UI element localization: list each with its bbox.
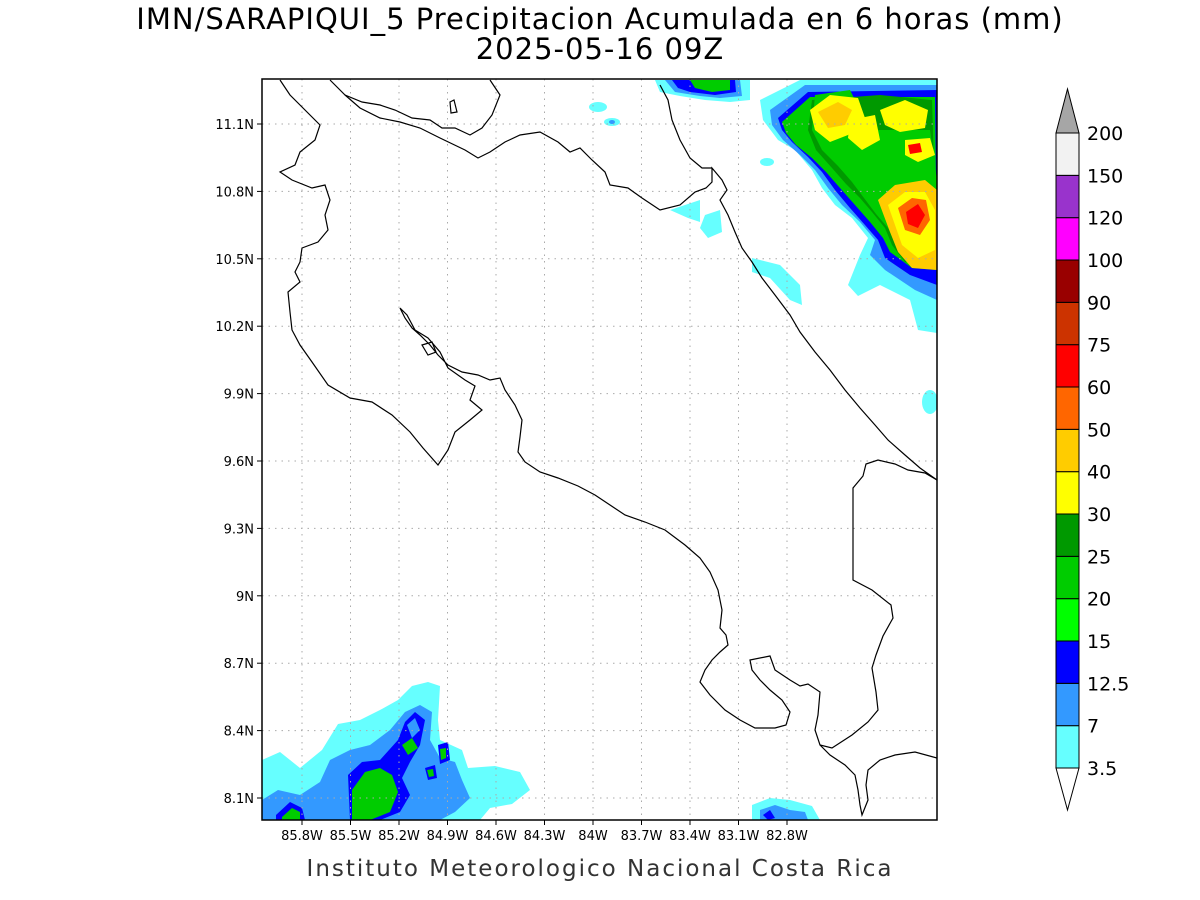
colorbar-under-arrow xyxy=(1055,767,1080,812)
colorbar-level-label: 3.5 xyxy=(1087,758,1117,780)
coastline-and-borders xyxy=(278,79,937,818)
nicaragua-border xyxy=(344,94,937,481)
lon-tick-label: 85.5W xyxy=(330,829,372,844)
colorbar-swatch xyxy=(1055,598,1080,642)
footer-credit: Instituto Meteorologico Nacional Costa R… xyxy=(306,856,894,882)
lat-tick-label: 10.8N xyxy=(215,185,254,200)
colorbar-level-label: 20 xyxy=(1087,589,1111,611)
colorbar-swatch xyxy=(1055,428,1080,473)
lat-tick-label: 9.9N xyxy=(224,388,254,403)
colorbar-swatch xyxy=(1055,344,1080,388)
lat-tick-label: 9.6N xyxy=(224,455,254,470)
colorbar-swatch xyxy=(1055,132,1080,176)
lat-tick-label: 11.1N xyxy=(215,118,254,133)
colorbar-swatch xyxy=(1055,259,1080,303)
colorbar-swatch xyxy=(1055,682,1080,727)
southern-peninsula xyxy=(819,744,937,818)
colorbar-level-label: 90 xyxy=(1087,292,1111,314)
lon-tick-label: 85.8W xyxy=(281,829,323,844)
lon-tick-label: 84W xyxy=(578,829,608,844)
precip-area-northeast xyxy=(760,80,937,333)
colorbar-swatch xyxy=(1055,471,1080,515)
precip-area-north-coast xyxy=(655,80,750,102)
colorbar-swatch xyxy=(1055,174,1080,219)
colorbar-level-label: 100 xyxy=(1087,250,1123,272)
colorbar-level-label: 25 xyxy=(1087,546,1111,568)
lat-tick-label: 8.7N xyxy=(224,657,254,672)
longitude-tick-labels: 85.8W 85.5W 85.2W 84.9W 84.6W 84.3W 84W 83.7W 83… xyxy=(281,820,808,844)
colorbar-swatch xyxy=(1055,217,1080,261)
lat-tick-label: 8.1N xyxy=(224,792,254,807)
map-frame xyxy=(261,78,938,821)
lon-tick-label: 83.7W xyxy=(621,829,663,844)
lon-tick-label: 83.4W xyxy=(669,829,711,844)
colorbar-swatch xyxy=(1055,386,1080,430)
lon-tick-label: 82.8W xyxy=(766,829,808,844)
colorbar-level-label: 200 xyxy=(1087,123,1123,145)
colorbar-swatch xyxy=(1055,725,1080,769)
lon-tick-label: 84.3W xyxy=(524,829,566,844)
chart-subtitle-date: 2025-05-16 09Z xyxy=(475,32,725,66)
colorbar-swatch xyxy=(1055,513,1080,557)
lat-tick-label: 9.3N xyxy=(224,522,254,537)
lat-tick-label: 10.2N xyxy=(215,320,254,335)
coast-east-segment xyxy=(659,84,712,169)
colorbar-level-label: 60 xyxy=(1087,377,1111,399)
lon-tick-label: 84.9W xyxy=(427,829,469,844)
colorbar-over-arrow xyxy=(1055,87,1080,134)
colorbar-level-label: 120 xyxy=(1087,208,1123,230)
lon-tick-label: 85.2W xyxy=(378,829,420,844)
lon-tick-label: 83.1W xyxy=(718,829,760,844)
colorbar-swatch xyxy=(1055,301,1080,346)
precipitation-fields xyxy=(262,80,937,820)
colorbar-swatch xyxy=(1055,555,1080,600)
colorbar-swatch xyxy=(1055,640,1080,684)
colorbar-level-label: 15 xyxy=(1087,631,1111,653)
precip-area-southwest xyxy=(262,682,530,820)
caribbean-coast-line xyxy=(329,79,501,136)
lat-tick-label: 9N xyxy=(236,590,254,605)
latitude-tick-labels: 11.1N 10.8N 10.5N 10.2N 9.9N 9.6N 9.3N 9N 8.7N 8.… xyxy=(215,118,262,807)
lake-outline xyxy=(421,341,437,356)
colorbar-level-label: 75 xyxy=(1087,335,1111,357)
lon-tick-label: 84.6W xyxy=(475,829,517,844)
chart-title: IMN/SARAPIQUI_5 Precipitacion Acumulada … xyxy=(136,2,1064,36)
lat-tick-label: 8.4N xyxy=(224,725,254,740)
map-gridlines xyxy=(262,79,937,820)
colorbar-level-label: 50 xyxy=(1087,419,1111,441)
lat-tick-label: 10.5N xyxy=(215,253,254,268)
colorbar-level-label: 40 xyxy=(1087,462,1111,484)
colorbar-legend: 3.5 7 12.5 15 20 25 30 40 50 60 75 90 100 120 150 200 xyxy=(1055,87,1129,812)
colorbar-level-label: 7 xyxy=(1087,716,1099,738)
island-outline xyxy=(449,99,458,114)
colorbar-level-label: 30 xyxy=(1087,504,1111,526)
colorbar-level-label: 150 xyxy=(1087,165,1123,187)
colorbar-level-label: 12.5 xyxy=(1087,673,1129,695)
precip-area-south xyxy=(752,798,820,820)
